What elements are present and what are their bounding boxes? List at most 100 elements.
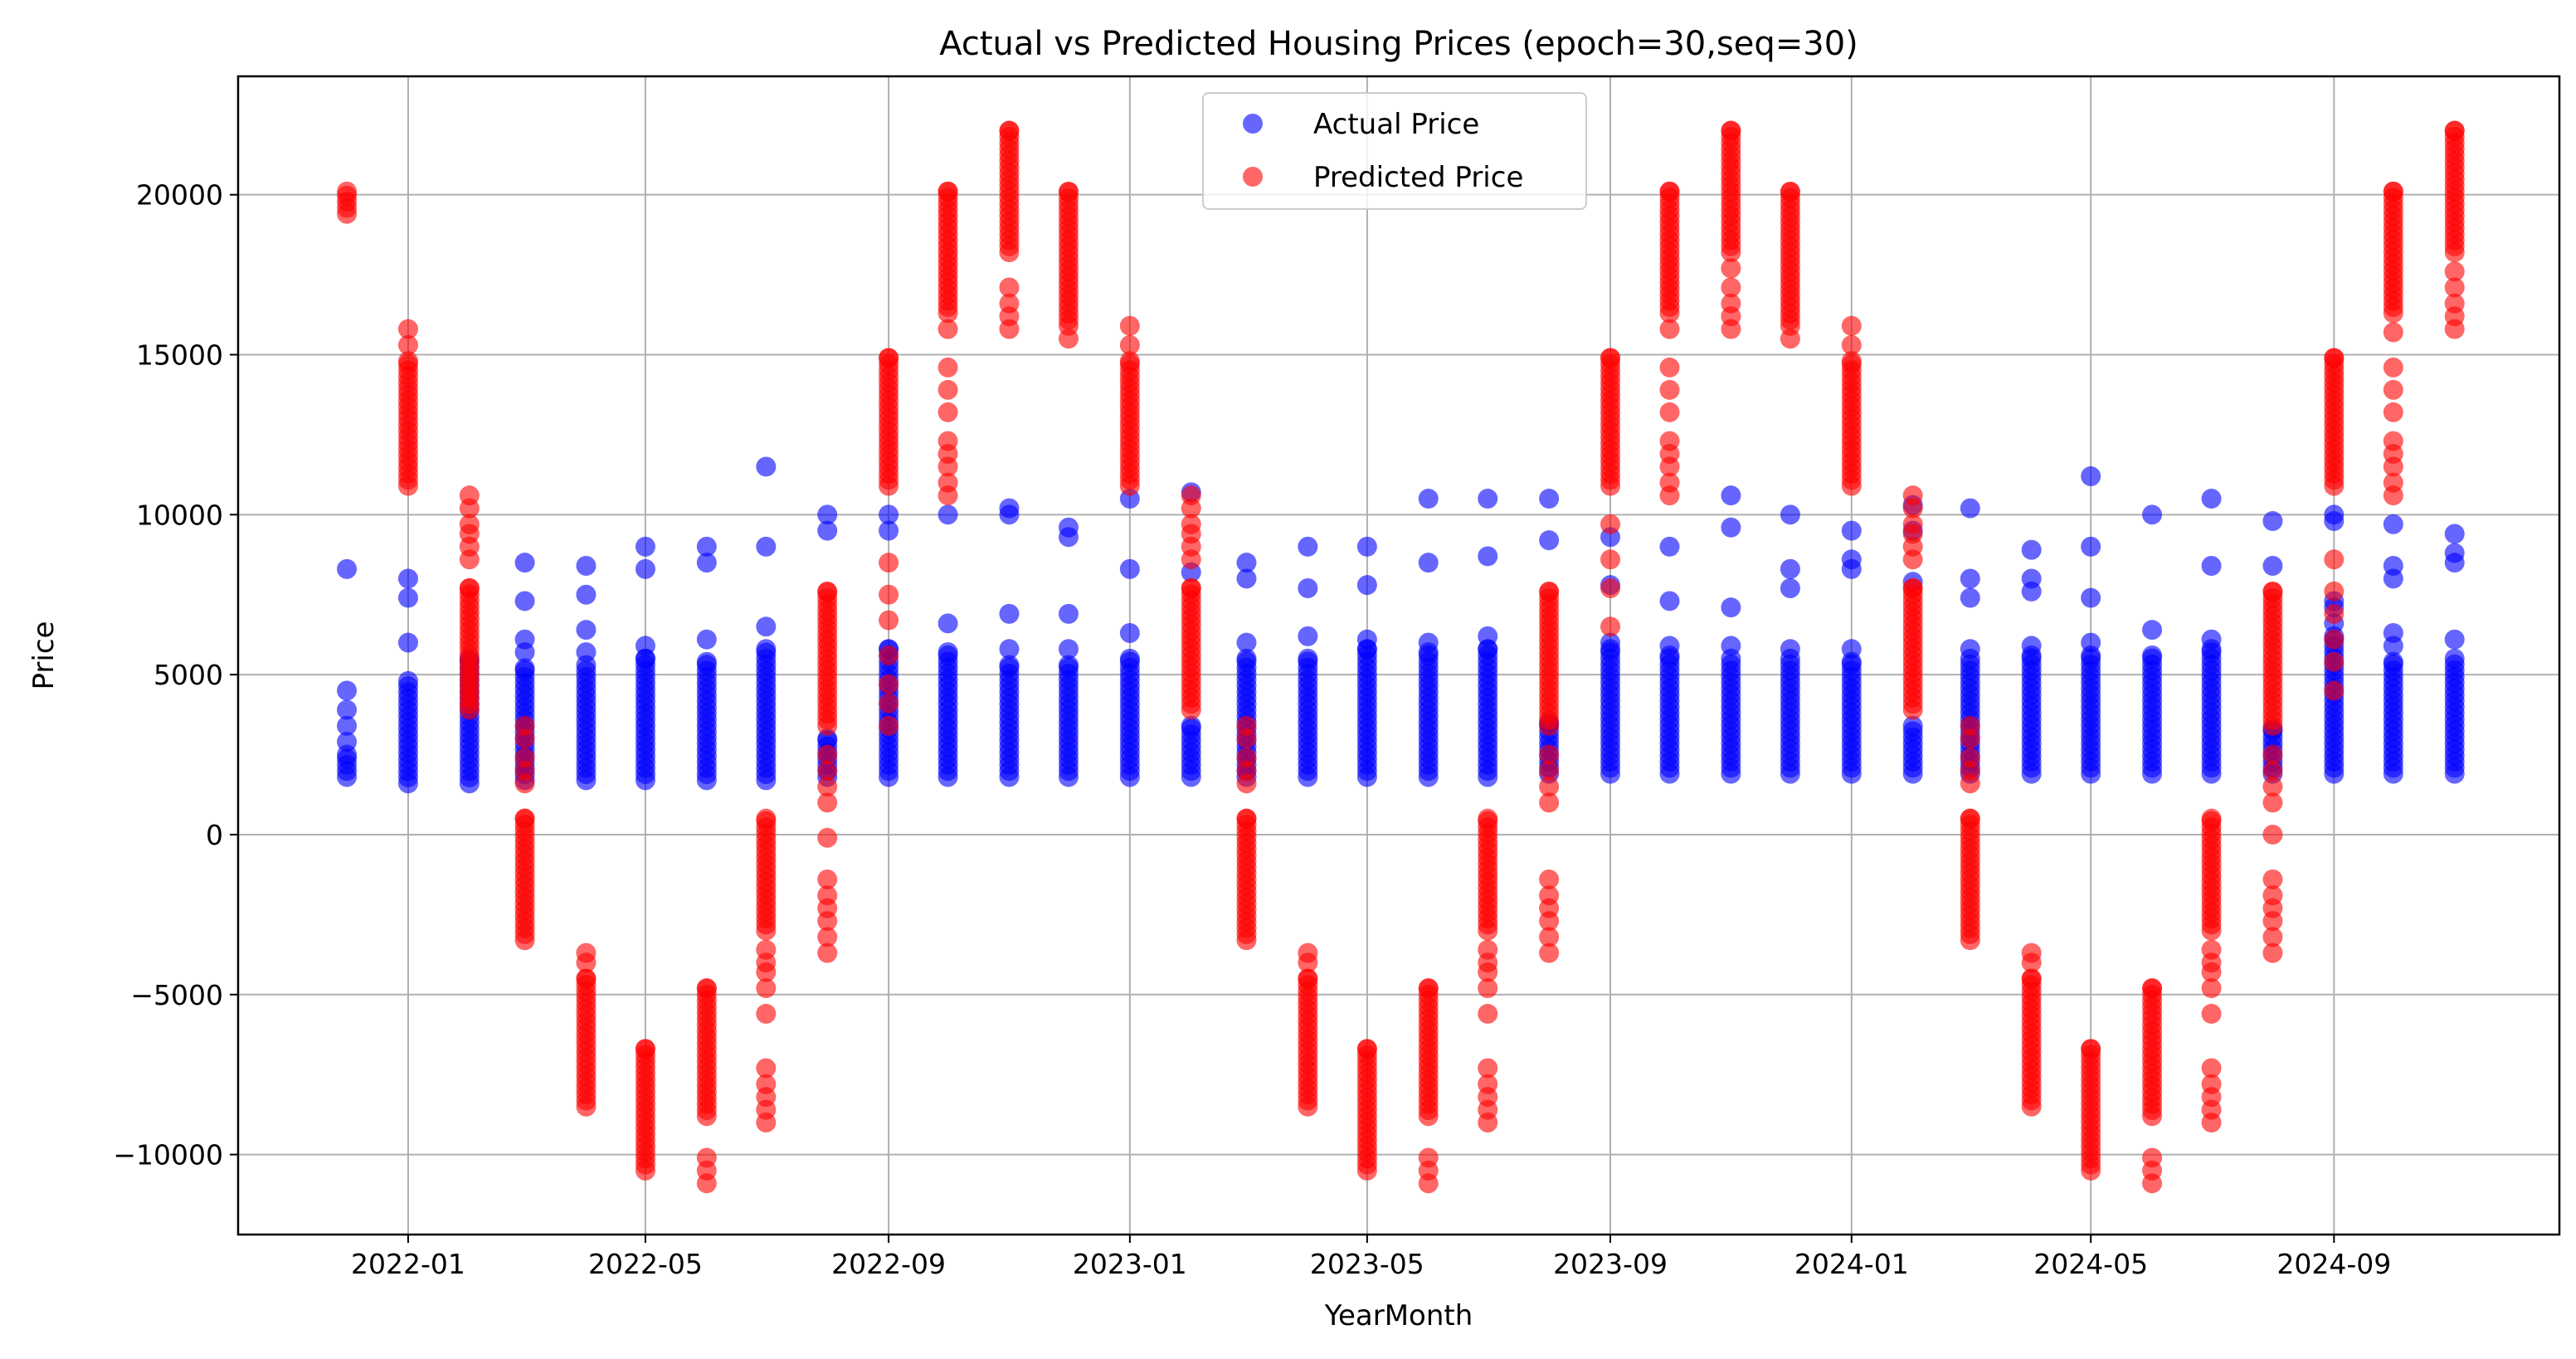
data-point [1119, 648, 1140, 669]
data-point [1659, 636, 1680, 656]
data-point [999, 277, 1020, 298]
data-point [1659, 379, 1680, 400]
data-point [937, 504, 958, 525]
data-point [1058, 603, 1079, 624]
data-point [879, 504, 899, 525]
data-point [2383, 623, 2403, 644]
data-point [576, 642, 597, 663]
data-point [1539, 869, 1560, 889]
data-point [817, 827, 838, 848]
data-point [397, 334, 418, 355]
data-point [879, 715, 899, 736]
data-point [1478, 1003, 1498, 1024]
data-points [337, 120, 2465, 1194]
data-point [817, 792, 838, 813]
data-point [1539, 530, 1560, 551]
y-tick-label: 20000 [136, 179, 223, 212]
data-point [1659, 431, 1680, 451]
data-point [1960, 639, 1980, 660]
data-point [756, 1003, 777, 1024]
data-point [1119, 558, 1140, 579]
data-point [879, 693, 899, 714]
data-point [756, 978, 777, 999]
data-point [1539, 943, 1560, 963]
data-point [2324, 549, 2345, 570]
data-point [1600, 616, 1621, 637]
data-point [2444, 120, 2465, 141]
data-point [2021, 636, 2042, 656]
data-point [1181, 578, 1201, 599]
grid-lines [238, 76, 2559, 1235]
data-point [1841, 520, 1862, 541]
data-point [2262, 792, 2283, 813]
x-tick-label: 2024-05 [2033, 1248, 2148, 1280]
data-point [879, 584, 899, 605]
data-point [2201, 962, 2222, 982]
data-point [2444, 261, 2465, 282]
data-point [397, 351, 418, 372]
data-point [1539, 581, 1560, 602]
data-point [2324, 680, 2345, 701]
data-point [1478, 808, 1498, 829]
data-point [337, 699, 358, 720]
data-point [1418, 553, 1439, 573]
data-point [756, 1058, 777, 1079]
data-point [1721, 120, 1741, 141]
data-point [2142, 645, 2163, 665]
data-point [337, 732, 358, 753]
x-tick-label: 2022-05 [588, 1248, 703, 1280]
data-point [1960, 498, 1980, 519]
data-point [2142, 620, 2163, 641]
data-point [2021, 968, 2042, 989]
data-point [1356, 1039, 1377, 1059]
data-point [337, 680, 358, 701]
data-point [756, 639, 777, 660]
data-point [459, 485, 480, 506]
data-point [1181, 485, 1201, 506]
data-point [1298, 626, 1318, 646]
data-point [696, 978, 717, 999]
data-point [1418, 632, 1439, 653]
data-point [756, 616, 777, 637]
data-point [879, 674, 899, 694]
data-point [635, 558, 655, 579]
data-point [937, 319, 958, 339]
data-point [2081, 587, 2101, 608]
x-axis-ticks: 2022-01 2022-05 2022-09 2023-01 2023-05 2023-… [351, 1235, 2391, 1280]
data-point [2383, 379, 2403, 400]
data-point [1236, 568, 1257, 589]
data-point [2444, 277, 2465, 298]
data-point [1960, 715, 1980, 736]
data-point [1478, 626, 1498, 646]
data-point [817, 943, 838, 963]
data-point [1478, 1058, 1498, 1079]
data-point [1841, 334, 1862, 355]
data-point [1058, 517, 1079, 538]
data-point [1600, 549, 1621, 570]
data-point [817, 520, 838, 541]
data-point [1058, 329, 1079, 349]
x-tick-label: 2023-09 [1553, 1248, 1668, 1280]
data-point [1236, 748, 1257, 768]
data-point [2383, 556, 2403, 577]
data-point [1236, 715, 1257, 736]
data-point [1659, 319, 1680, 339]
data-point [1780, 181, 1800, 202]
data-point [1780, 639, 1800, 660]
data-point [397, 587, 418, 608]
data-point [756, 1113, 777, 1133]
data-point [2201, 489, 2222, 509]
data-point [2201, 556, 2222, 577]
y-tick-label: 0 [206, 819, 223, 851]
data-point [514, 553, 535, 573]
data-point [1960, 748, 1980, 768]
data-point [999, 293, 1020, 314]
data-point [2201, 629, 2222, 650]
data-point [1478, 489, 1498, 509]
data-point [337, 181, 358, 202]
data-point [937, 402, 958, 422]
chart-title: Actual vs Predicted Housing Prices (epoc… [939, 25, 1858, 63]
data-point [2081, 466, 2101, 487]
data-point [514, 748, 535, 768]
data-point [1659, 536, 1680, 557]
